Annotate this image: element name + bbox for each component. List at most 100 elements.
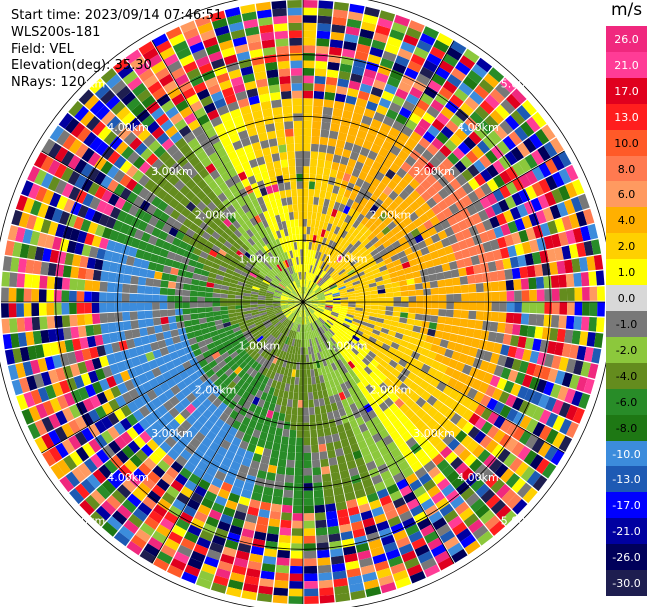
velocity-gate (195, 242, 205, 251)
velocity-gate (487, 331, 497, 342)
velocity-gate (288, 297, 296, 300)
velocity-gate (304, 309, 307, 317)
velocity-gate (213, 65, 228, 77)
velocity-gate (152, 317, 162, 326)
velocity-gate (217, 402, 228, 412)
velocity-gate (352, 528, 366, 539)
velocity-gate (201, 436, 213, 448)
velocity-gate (22, 361, 34, 377)
velocity-gate (289, 266, 294, 274)
velocity-gate (273, 587, 288, 596)
velocity-gate (303, 211, 308, 219)
velocity-gate (253, 214, 262, 224)
velocity-gate (272, 595, 288, 604)
velocity-gate (174, 308, 183, 316)
colorbar-segment (606, 492, 647, 519)
velocity-gate (303, 452, 312, 461)
velocity-gate (272, 442, 281, 452)
velocity-gate (277, 60, 290, 70)
velocity-gate (378, 212, 389, 222)
velocity-gate (514, 302, 522, 313)
velocity-gate (462, 408, 474, 422)
velocity-gate (264, 54, 277, 64)
velocity-gate (538, 162, 552, 178)
colorbar-segment (606, 414, 647, 442)
velocity-gate (558, 435, 573, 452)
velocity-gate (48, 142, 62, 159)
velocity-gate (551, 302, 560, 315)
velocity-gate (99, 292, 107, 302)
velocity-gate (414, 313, 424, 321)
velocity-gate (458, 353, 469, 364)
velocity-gate (332, 409, 341, 419)
velocity-gate (278, 333, 285, 342)
velocity-gate (293, 331, 297, 339)
velocity-gate (158, 151, 171, 164)
velocity-gate (151, 158, 164, 171)
velocity-gate (450, 412, 462, 425)
velocity-gate (322, 420, 330, 429)
velocity-gate (175, 99, 189, 112)
velocity-gate (292, 204, 298, 212)
velocity-gate (396, 478, 409, 490)
velocity-gate (317, 367, 323, 376)
velocity-gate (432, 180, 444, 193)
velocity-gate (71, 254, 82, 267)
velocity-gate (365, 384, 375, 394)
velocity-gate (154, 325, 163, 334)
velocity-gate (66, 240, 77, 254)
velocity-gate (325, 340, 332, 348)
velocity-gate (265, 302, 273, 304)
velocity-gate (367, 319, 376, 325)
velocity-gate (410, 403, 421, 414)
velocity-gate (543, 314, 552, 327)
velocity-gate (313, 286, 320, 292)
velocity-gate (357, 36, 373, 47)
velocity-gate (159, 346, 170, 357)
velocity-gate (319, 316, 327, 323)
velocity-gate (176, 275, 185, 284)
velocity-gate (19, 346, 30, 362)
velocity-gate (403, 247, 414, 256)
velocity-gate (394, 245, 404, 254)
velocity-gate (253, 189, 262, 199)
velocity-gate (259, 288, 267, 293)
velocity-gate (276, 45, 289, 55)
velocity-gate (91, 280, 101, 292)
velocity-gate (324, 91, 336, 101)
velocity-gate (452, 277, 461, 286)
velocity-gate (183, 27, 200, 40)
velocity-gate (31, 303, 40, 317)
velocity-gate (395, 576, 412, 589)
velocity-gate (252, 396, 260, 406)
velocity-gate (373, 240, 383, 249)
velocity-gate (576, 242, 587, 258)
velocity-gate (280, 303, 289, 306)
velocity-gate (79, 499, 95, 516)
velocity-gate (74, 483, 90, 499)
velocity-gate (308, 188, 315, 197)
velocity-gate (309, 295, 317, 299)
velocity-gate (84, 232, 95, 246)
velocity-gate (314, 311, 321, 318)
velocity-gate (453, 302, 462, 310)
velocity-gate (90, 489, 106, 505)
velocity-gate (258, 337, 266, 345)
velocity-gate (164, 511, 179, 525)
range-ring-label: 5.00km (501, 515, 543, 528)
velocity-gate (266, 433, 275, 443)
velocity-gate (251, 360, 259, 370)
velocity-gate (346, 313, 354, 319)
velocity-gate (392, 120, 405, 132)
velocity-gate (506, 290, 515, 302)
velocity-gate (352, 144, 362, 154)
velocity-gate (273, 321, 281, 328)
velocity-gate (236, 216, 245, 226)
velocity-gate (250, 208, 259, 217)
velocity-gate (249, 378, 258, 387)
velocity-gate (391, 354, 402, 364)
velocity-gate (279, 382, 286, 391)
velocity-gate (130, 376, 142, 388)
velocity-gate (152, 310, 161, 318)
velocity-gate (247, 127, 258, 137)
